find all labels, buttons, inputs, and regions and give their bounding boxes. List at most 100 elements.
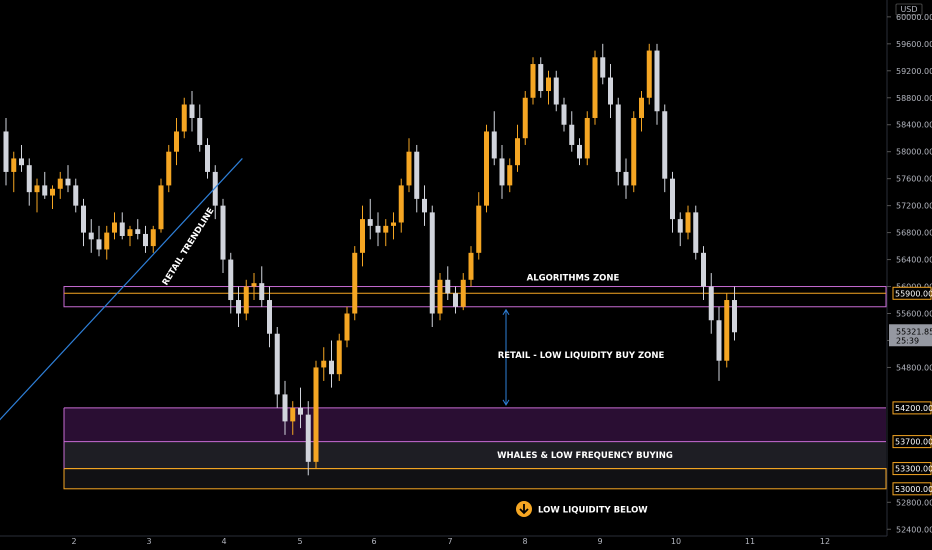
candle bbox=[398, 178, 404, 233]
time-tick-label: 10 bbox=[671, 537, 681, 546]
candle bbox=[174, 117, 179, 166]
price-tag[interactable]: 53000.00 bbox=[892, 482, 932, 496]
candle bbox=[267, 286, 272, 348]
candle bbox=[670, 171, 675, 233]
candle bbox=[181, 97, 187, 139]
algorithms-zone-box bbox=[63, 286, 887, 308]
candle-body bbox=[259, 283, 265, 301]
candle bbox=[236, 286, 241, 327]
candle bbox=[50, 185, 55, 210]
price-tick-label: 52400.00 bbox=[896, 525, 932, 534]
low-liquidity-label: LOW LIQUIDITY BELOW bbox=[538, 506, 648, 516]
candle bbox=[344, 306, 350, 348]
price-tag[interactable]: 53300.00 bbox=[892, 462, 932, 476]
candle bbox=[96, 225, 102, 257]
candle-body bbox=[127, 229, 133, 236]
candle-body bbox=[724, 300, 730, 361]
candle-body bbox=[251, 283, 257, 287]
candle bbox=[429, 205, 435, 327]
candle bbox=[104, 225, 110, 260]
time-tick-label: 11 bbox=[745, 537, 755, 546]
candle-body bbox=[592, 57, 598, 118]
candle bbox=[112, 212, 117, 240]
candle bbox=[57, 171, 63, 199]
candle bbox=[732, 286, 737, 341]
candle-body bbox=[360, 219, 365, 253]
time-tick-label: 9 bbox=[597, 537, 602, 546]
candle bbox=[243, 279, 249, 321]
candle bbox=[584, 111, 590, 166]
price-tick-label: 56800.00 bbox=[896, 229, 932, 238]
price-tick-label: 58400.00 bbox=[896, 121, 932, 130]
candle bbox=[42, 171, 48, 199]
candle bbox=[3, 117, 9, 186]
candle bbox=[158, 178, 164, 233]
candle bbox=[515, 124, 520, 172]
candle-body bbox=[104, 232, 110, 250]
candle bbox=[569, 111, 575, 152]
candle-body bbox=[701, 252, 706, 287]
price-tag-box bbox=[892, 462, 932, 476]
candle-body bbox=[42, 185, 48, 196]
price-tick-label: 57200.00 bbox=[896, 202, 932, 211]
candle bbox=[220, 198, 226, 274]
whale-zone-upper-fill bbox=[64, 407, 886, 442]
candle bbox=[135, 219, 141, 240]
candle-body bbox=[422, 198, 427, 213]
price-tag-box bbox=[892, 435, 932, 449]
candle-body bbox=[73, 185, 79, 206]
candle bbox=[553, 70, 559, 112]
candle-body bbox=[522, 97, 528, 139]
candle-body bbox=[298, 407, 303, 415]
price-tag[interactable]: 55900.00 bbox=[892, 286, 932, 300]
candle-body bbox=[577, 144, 582, 159]
currency-box[interactable] bbox=[895, 3, 923, 16]
candle bbox=[290, 401, 296, 435]
retail-trendline[interactable] bbox=[0, 158, 243, 421]
candle-body bbox=[267, 300, 272, 334]
candle-body bbox=[708, 286, 714, 321]
price-tick-label: 54800.00 bbox=[896, 363, 932, 372]
candle bbox=[329, 340, 334, 388]
time-axis[interactable]: 2 3 4 5 6 7 8 9 10 11 12 bbox=[0, 535, 887, 546]
candle-body bbox=[189, 104, 195, 118]
down-arrow-glyph-icon bbox=[519, 504, 529, 515]
candle bbox=[189, 91, 195, 132]
candle-body bbox=[646, 50, 652, 98]
time-tick-label: 7 bbox=[447, 537, 452, 546]
candle bbox=[724, 293, 730, 368]
candle-body bbox=[313, 367, 319, 462]
candle-body bbox=[383, 225, 389, 233]
candle-body bbox=[135, 229, 141, 234]
candle-body bbox=[344, 313, 350, 341]
candle-body bbox=[181, 104, 187, 132]
price-tag-label: 53000.00 bbox=[895, 485, 932, 494]
candle bbox=[298, 387, 303, 429]
price-tag-label: 54200.00 bbox=[895, 404, 932, 413]
candle-body bbox=[321, 360, 327, 368]
candle-body bbox=[484, 131, 489, 206]
candle-body bbox=[391, 222, 396, 226]
price-tag[interactable]: 53700.00 bbox=[892, 435, 932, 449]
candle-body bbox=[174, 131, 179, 152]
price-axis[interactable]: USD52400.0052800.0054800.0055200.0055600… bbox=[886, 0, 932, 550]
price-tag[interactable]: 54200.00 bbox=[892, 401, 932, 415]
candle bbox=[150, 225, 156, 253]
candle-body bbox=[716, 320, 722, 361]
candle bbox=[453, 286, 458, 314]
price-tag-box bbox=[892, 286, 932, 300]
candle bbox=[251, 273, 257, 301]
price-tag-label: 55900.00 bbox=[895, 289, 932, 298]
candle-body bbox=[119, 222, 125, 236]
candle bbox=[205, 138, 210, 179]
candle-body bbox=[367, 219, 373, 226]
candle bbox=[34, 178, 40, 213]
candle-body bbox=[243, 286, 249, 314]
candle bbox=[561, 97, 567, 132]
candle bbox=[259, 266, 265, 307]
candle-body bbox=[476, 205, 482, 253]
price-tick-label: 60000.00 bbox=[896, 13, 932, 22]
time-tick-label: 5 bbox=[297, 537, 302, 546]
candle bbox=[491, 111, 497, 166]
